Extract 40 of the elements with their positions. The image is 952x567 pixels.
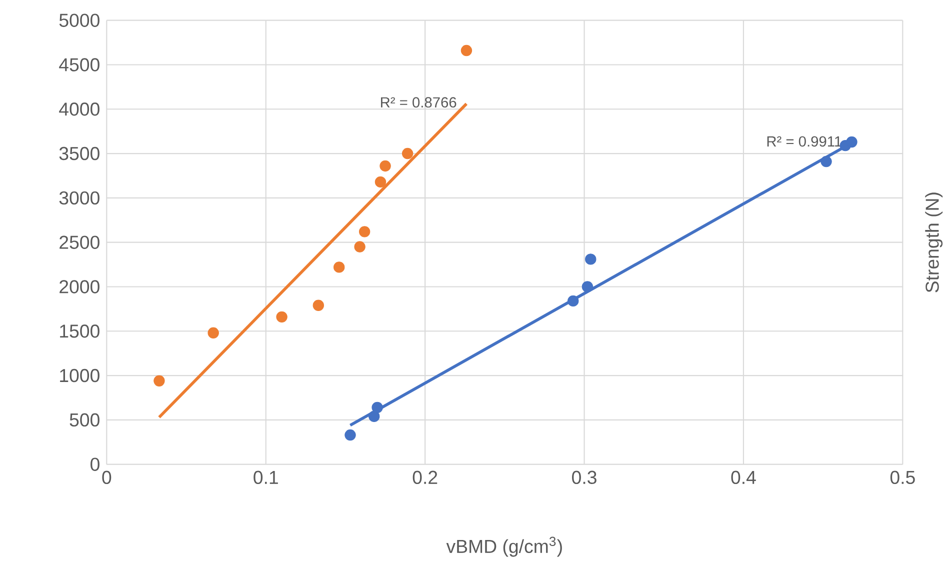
point bbox=[312, 300, 324, 311]
x-tick-label: 0.1 bbox=[254, 470, 278, 484]
point bbox=[585, 254, 596, 265]
point bbox=[208, 327, 219, 339]
x-tick-label: 0.3 bbox=[572, 470, 596, 484]
y-axis-title: Strength (N) bbox=[925, 192, 943, 292]
point bbox=[354, 241, 366, 252]
point bbox=[368, 410, 380, 422]
point bbox=[372, 402, 383, 414]
x-tick-label: 0 bbox=[102, 470, 112, 484]
y-tick-label: 0 bbox=[90, 458, 100, 471]
point bbox=[344, 429, 356, 441]
x-tick-label: 0.5 bbox=[890, 470, 915, 484]
y-tick-label: 1500 bbox=[60, 324, 100, 338]
y-tick-label: 4500 bbox=[59, 58, 100, 72]
point bbox=[846, 136, 858, 148]
y-tick-label: 2500 bbox=[60, 236, 100, 249]
annotation: R² = 0.8766 bbox=[381, 97, 456, 108]
x-tick-label: 0.4 bbox=[731, 470, 756, 484]
point bbox=[460, 44, 472, 56]
y-tick-label: 3500 bbox=[59, 146, 100, 160]
annotation: R² = 0.9911 bbox=[767, 136, 842, 147]
point bbox=[402, 148, 414, 160]
point bbox=[276, 311, 288, 323]
point bbox=[154, 375, 165, 386]
point bbox=[820, 156, 832, 168]
point bbox=[334, 262, 345, 273]
y-tick-label: 1000 bbox=[60, 368, 100, 382]
y-tick-label: 4000 bbox=[59, 102, 100, 116]
point bbox=[582, 281, 594, 292]
point bbox=[380, 160, 391, 172]
y-tick-label: 2000 bbox=[60, 280, 100, 294]
y-tick-label: 500 bbox=[70, 413, 100, 427]
x-tick-label: 0.2 bbox=[412, 470, 438, 484]
point bbox=[568, 295, 579, 307]
point bbox=[358, 226, 370, 238]
y-tick-label: 3000 bbox=[59, 191, 100, 205]
point bbox=[374, 176, 386, 188]
y-tick-label: 5000 bbox=[59, 14, 100, 27]
x-axis-title: vBMD (g/cm$^{3}$) bbox=[446, 536, 562, 557]
